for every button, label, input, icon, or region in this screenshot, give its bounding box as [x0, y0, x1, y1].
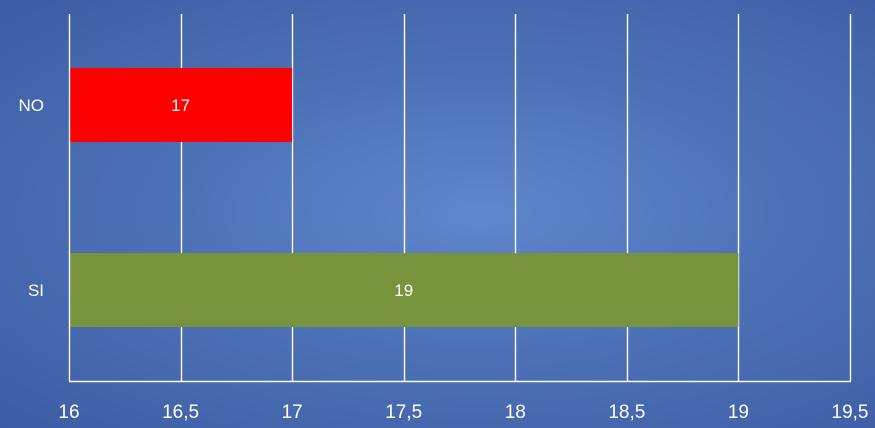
bars	[69, 68, 739, 327]
labels: 17 NO 19 SI 16 16,5 17 17,5 18 18,5 19 19,5	[19, 96, 869, 423]
x-tick-label: 18,5	[608, 402, 645, 423]
gridlines	[180, 14, 852, 381]
bar-si	[69, 253, 739, 327]
x-tick-label: 16,5	[162, 402, 199, 423]
x-tick-label: 17	[282, 402, 303, 423]
x-tick-label: 19,5	[832, 402, 869, 423]
bar-no	[69, 68, 293, 142]
axes	[68, 14, 851, 383]
category-label-si: SI	[28, 281, 44, 300]
data-label-si: 19	[394, 281, 413, 300]
x-tick-label: 18	[505, 402, 526, 423]
x-tick-label: 16	[58, 402, 79, 423]
x-tick-label: 19	[728, 402, 749, 423]
data-label-no: 17	[171, 96, 190, 115]
x-tick-label: 17,5	[385, 402, 422, 423]
category-label-no: NO	[19, 96, 45, 115]
